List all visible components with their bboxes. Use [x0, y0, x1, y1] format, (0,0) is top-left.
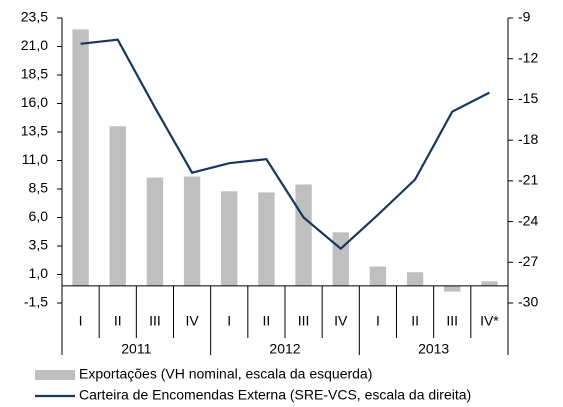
y2-tick-label: -12	[518, 49, 538, 65]
y2-tick-label: -18	[518, 131, 538, 147]
bar	[146, 177, 164, 286]
line	[80, 38, 490, 251]
x-tick-label: I	[79, 313, 83, 329]
x-tick-label: III	[446, 313, 458, 329]
bar	[406, 272, 424, 286]
y-tick-label: 6,0	[29, 208, 49, 224]
bar	[183, 176, 201, 286]
x-group-label: 2011	[121, 341, 151, 357]
x-group-label: 2012	[269, 341, 300, 357]
y-tick-label: 16,0	[21, 94, 48, 110]
legend-swatch	[35, 370, 75, 380]
y-tick-label: 1,0	[29, 265, 49, 281]
bar	[444, 285, 461, 292]
bar	[72, 29, 89, 286]
y-tick-label: -1,5	[24, 294, 48, 310]
y2-tick-label: -21	[518, 172, 538, 188]
bar	[258, 192, 275, 286]
x-tick-label: III	[298, 313, 310, 329]
y-tick-label: 21,0	[21, 37, 48, 53]
legend-label: Exportações (VH nominal, escala da esque…	[79, 366, 372, 382]
y2-tick-label: -9	[518, 9, 531, 25]
bar	[295, 184, 312, 286]
x-tick-label: III	[149, 313, 161, 329]
x-tick-label: IV	[185, 313, 199, 329]
y-tick-label: 13,5	[21, 123, 48, 139]
y2-tick-label: -24	[518, 212, 538, 228]
legend-label: Carteira de Encomendas Externa (SRE-VCS,…	[79, 387, 471, 403]
x-tick-label: IV	[334, 313, 348, 329]
x-tick-label: II	[263, 313, 271, 329]
y2-tick-label: -27	[518, 253, 538, 269]
y2-tick-label: -30	[518, 294, 538, 310]
bar	[221, 191, 238, 286]
y-tick-label: 8,5	[29, 180, 49, 196]
x-tick-label: I	[376, 313, 380, 329]
bar	[109, 126, 126, 286]
bar	[481, 281, 498, 286]
bar	[332, 232, 349, 286]
x-group-label: 2013	[418, 341, 449, 357]
y-tick-label: 3,5	[29, 237, 49, 253]
bar	[369, 266, 387, 286]
y-tick-label: 18,5	[21, 66, 48, 82]
y-tick-label: 11,0	[22, 151, 48, 167]
x-tick-label: II	[114, 313, 122, 329]
y-tick-label: 23,5	[21, 9, 48, 25]
y2-tick-label: -15	[518, 90, 538, 106]
x-tick-label: IV*	[480, 313, 499, 329]
x-tick-label: I	[227, 313, 231, 329]
x-tick-label: II	[411, 313, 419, 329]
